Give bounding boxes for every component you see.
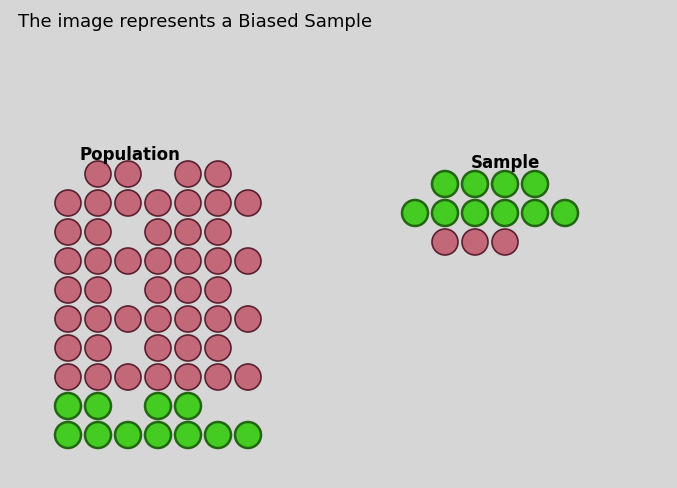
Circle shape <box>492 201 518 226</box>
Circle shape <box>55 393 81 419</box>
Circle shape <box>175 162 201 187</box>
Circle shape <box>205 220 231 245</box>
Circle shape <box>145 278 171 304</box>
Circle shape <box>115 306 141 332</box>
Circle shape <box>552 201 578 226</box>
Circle shape <box>55 248 81 274</box>
Text: Sample: Sample <box>471 154 540 172</box>
Circle shape <box>55 422 81 448</box>
Circle shape <box>462 201 488 226</box>
Circle shape <box>55 335 81 361</box>
Circle shape <box>55 191 81 217</box>
Circle shape <box>235 248 261 274</box>
Circle shape <box>115 248 141 274</box>
Circle shape <box>432 201 458 226</box>
Circle shape <box>175 335 201 361</box>
Circle shape <box>115 422 141 448</box>
Circle shape <box>145 364 171 390</box>
Circle shape <box>85 278 111 304</box>
Circle shape <box>145 191 171 217</box>
Text: The image represents a Biased Sample: The image represents a Biased Sample <box>18 13 372 31</box>
Circle shape <box>145 422 171 448</box>
Circle shape <box>85 191 111 217</box>
Circle shape <box>85 364 111 390</box>
Circle shape <box>205 191 231 217</box>
Circle shape <box>462 229 488 256</box>
Circle shape <box>175 248 201 274</box>
Circle shape <box>522 172 548 198</box>
Circle shape <box>145 248 171 274</box>
Circle shape <box>462 172 488 198</box>
Circle shape <box>205 335 231 361</box>
Circle shape <box>85 162 111 187</box>
Circle shape <box>145 335 171 361</box>
Circle shape <box>55 220 81 245</box>
Circle shape <box>205 364 231 390</box>
Circle shape <box>85 393 111 419</box>
Circle shape <box>145 393 171 419</box>
Circle shape <box>115 364 141 390</box>
Circle shape <box>235 364 261 390</box>
Circle shape <box>115 162 141 187</box>
Circle shape <box>85 220 111 245</box>
Circle shape <box>55 306 81 332</box>
Circle shape <box>205 162 231 187</box>
Circle shape <box>145 306 171 332</box>
Circle shape <box>205 278 231 304</box>
Circle shape <box>402 201 428 226</box>
Circle shape <box>235 191 261 217</box>
Circle shape <box>205 306 231 332</box>
Circle shape <box>85 335 111 361</box>
Circle shape <box>175 364 201 390</box>
Circle shape <box>175 278 201 304</box>
Circle shape <box>432 229 458 256</box>
Circle shape <box>205 422 231 448</box>
Circle shape <box>85 248 111 274</box>
Circle shape <box>85 422 111 448</box>
Circle shape <box>175 306 201 332</box>
Circle shape <box>522 201 548 226</box>
Circle shape <box>175 220 201 245</box>
Circle shape <box>492 172 518 198</box>
Circle shape <box>492 229 518 256</box>
Circle shape <box>85 306 111 332</box>
Circle shape <box>55 364 81 390</box>
Text: Population: Population <box>80 146 181 163</box>
Circle shape <box>205 248 231 274</box>
Circle shape <box>175 422 201 448</box>
Circle shape <box>235 422 261 448</box>
Circle shape <box>175 393 201 419</box>
Circle shape <box>175 191 201 217</box>
Circle shape <box>145 220 171 245</box>
Circle shape <box>115 191 141 217</box>
Circle shape <box>55 278 81 304</box>
Circle shape <box>235 306 261 332</box>
Circle shape <box>432 172 458 198</box>
